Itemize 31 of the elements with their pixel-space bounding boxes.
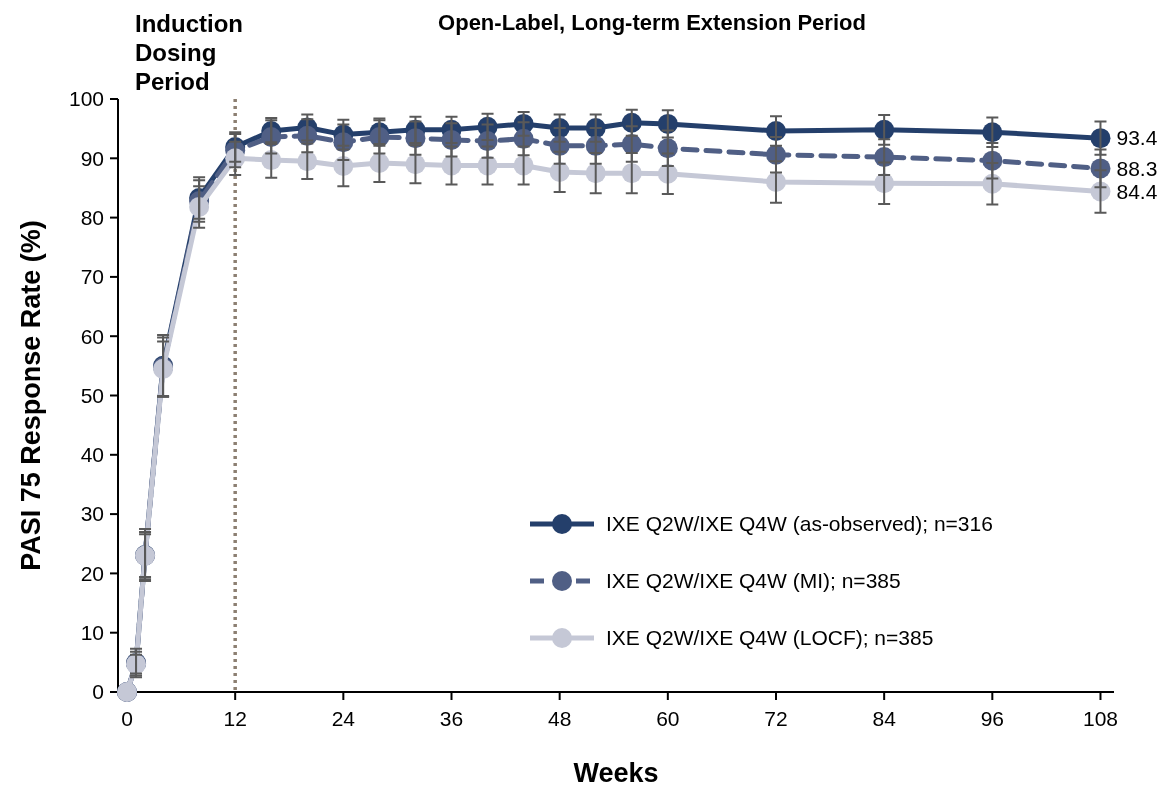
- x-tick-label: 72: [764, 707, 788, 730]
- y-tick-label: 80: [80, 205, 104, 229]
- x-tick-label: 12: [223, 707, 247, 730]
- y-tick-label: 0: [92, 680, 104, 704]
- x-tick-label: 108: [1082, 707, 1118, 730]
- y-tick-label: 90: [80, 146, 104, 170]
- y-axis-title: PASI 75 Response Rate (%): [16, 220, 46, 571]
- data-label: 93.4: [1116, 126, 1158, 150]
- y-tick-label: 30: [80, 502, 104, 526]
- data-label: 88.3: [1116, 156, 1158, 180]
- text: Open-Label, Long-term Extension Period: [438, 10, 866, 35]
- y-tick-label: 100: [68, 87, 104, 111]
- x-tick-label: 36: [439, 707, 464, 730]
- x-tick-label: 84: [872, 707, 897, 730]
- y-tick-label: 60: [80, 324, 104, 348]
- y-tick-label: 40: [80, 443, 104, 467]
- y-tick-label: 10: [80, 621, 104, 645]
- x-tick-label: 24: [331, 707, 356, 730]
- x-tick-label: 48: [547, 707, 572, 730]
- x-axis-title: Weeks: [573, 758, 659, 788]
- legend-label: IXE Q2W/IXE Q4W (as-observed); n=316: [606, 512, 993, 536]
- text: Induction Dosing Period: [135, 10, 243, 95]
- legend-label: IXE Q2W/IXE Q4W (MI); n=385: [606, 569, 901, 593]
- legend-label: IXE Q2W/IXE Q4W (LOCF); n=385: [606, 626, 934, 650]
- x-tick-label: 96: [980, 707, 1004, 730]
- x-tick-label: 0: [121, 707, 133, 730]
- x-tick-label: 60: [656, 707, 680, 730]
- y-tick-label: 50: [80, 383, 104, 407]
- y-tick-label: 20: [80, 561, 104, 585]
- y-tick-label: 70: [80, 265, 104, 289]
- data-label: 84.4: [1116, 179, 1158, 203]
